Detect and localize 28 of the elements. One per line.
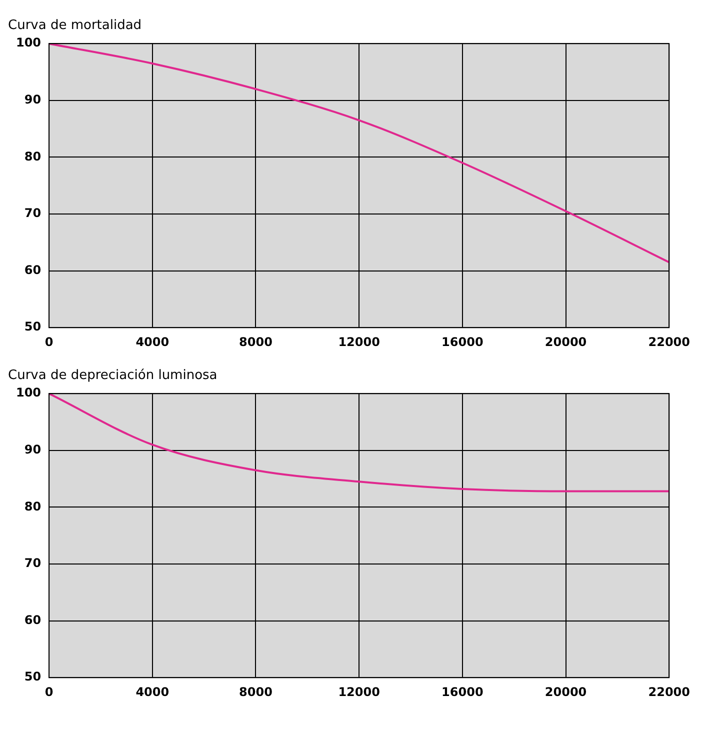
y-tick-label: 90: [24, 442, 42, 457]
x-tick-label: 16000: [442, 334, 484, 349]
x-tick-label: 8000: [239, 334, 272, 349]
y-tick-label: 60: [24, 262, 42, 277]
x-tick-label: 12000: [338, 684, 380, 699]
y-tick-label: 90: [24, 92, 42, 107]
y-tick-label: 80: [24, 149, 42, 164]
x-tick-label: 20000: [544, 334, 587, 349]
chart-title: Curva de depreciación luminosa: [8, 368, 218, 384]
x-tick-label: 20000: [544, 684, 587, 699]
x-tick-label: 4000: [136, 334, 170, 349]
y-tick-label: 50: [24, 320, 42, 334]
x-tick-label: 22000: [648, 334, 690, 349]
x-tick-label: 8000: [239, 684, 272, 699]
y-tick-label: 70: [24, 206, 42, 220]
x-tick-label: 16000: [442, 684, 484, 699]
y-tick-label: 50: [24, 670, 42, 684]
x-tick-label: 0: [44, 334, 54, 349]
x-tick-label: 0: [44, 684, 54, 699]
x-tick-label: 4000: [136, 684, 170, 699]
x-tick-label: 22000: [648, 684, 690, 699]
y-tick-label: 60: [24, 612, 42, 627]
y-tick-label: 80: [24, 499, 42, 514]
chart-title: Curva de mortalidad: [8, 18, 142, 34]
y-tick-label: 100: [16, 386, 42, 400]
y-tick-label: 70: [24, 556, 42, 570]
x-tick-label: 12000: [338, 334, 380, 349]
y-tick-label: 100: [16, 36, 42, 50]
